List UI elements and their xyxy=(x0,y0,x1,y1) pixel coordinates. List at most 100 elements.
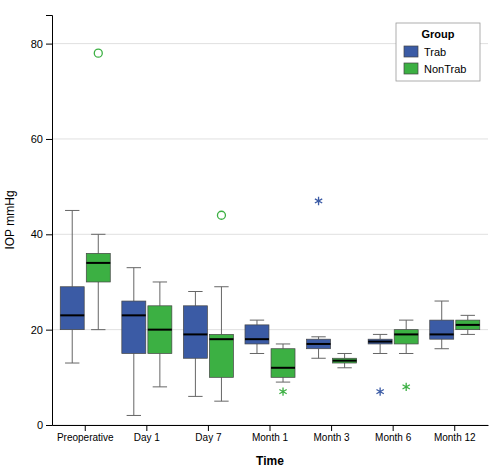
whisker-cap-high xyxy=(188,291,202,292)
marks xyxy=(60,49,480,415)
y-tick: 20 xyxy=(31,324,52,336)
whisker-cap-high xyxy=(311,336,325,337)
box-group xyxy=(60,210,84,363)
whisker-cap-low xyxy=(373,353,387,354)
outlier xyxy=(94,49,102,57)
whisker-cap-high xyxy=(276,343,290,344)
whisker-high xyxy=(441,301,442,320)
whisker-low xyxy=(195,358,196,396)
legend-label: NonTrab xyxy=(424,63,466,75)
whisker-cap-low xyxy=(214,401,228,402)
box-group xyxy=(245,320,269,353)
box-group xyxy=(394,320,418,391)
whisker-high xyxy=(133,268,134,301)
grid xyxy=(52,44,488,425)
whisker-low xyxy=(344,363,345,368)
x-tick-label: Month 3 xyxy=(314,432,351,443)
y-tick: 80 xyxy=(31,38,52,50)
median xyxy=(430,333,454,335)
whisker-low xyxy=(467,330,468,335)
box-group xyxy=(368,334,392,395)
median xyxy=(394,333,418,335)
y-tick-mark xyxy=(46,425,52,426)
whisker-cap-low xyxy=(250,353,264,354)
legend-label: Trab xyxy=(424,46,446,58)
series xyxy=(86,49,479,401)
whisker-cap-low xyxy=(311,358,325,359)
whisker-high xyxy=(195,292,196,306)
whisker-cap-high xyxy=(91,234,105,235)
median xyxy=(333,360,357,362)
y-tick-mark xyxy=(46,330,52,331)
whisker-cap-high xyxy=(153,281,167,282)
y-tick: 40 xyxy=(31,228,52,240)
grid-line xyxy=(52,234,488,235)
whisker-high xyxy=(406,320,407,330)
x-tick-mark xyxy=(85,425,86,431)
box-group xyxy=(456,315,480,334)
whisker-high xyxy=(221,287,222,335)
x-tick-label: Month 1 xyxy=(252,432,289,443)
x-tick: Day 1 xyxy=(134,425,161,443)
whisker-cap-low xyxy=(435,348,449,349)
whisker-cap-high xyxy=(435,301,449,302)
box xyxy=(333,358,357,363)
whisker-cap-high xyxy=(214,286,228,287)
legend-title: Group xyxy=(422,28,455,40)
box xyxy=(209,334,233,377)
y-tick-label: 40 xyxy=(31,228,43,240)
box-group xyxy=(271,344,295,396)
x-tick: Month 3 xyxy=(314,425,351,443)
x-tick-label: Day 1 xyxy=(134,432,161,443)
box xyxy=(60,287,84,330)
box xyxy=(456,320,480,330)
whisker-low xyxy=(283,377,284,382)
whisker-low xyxy=(98,282,99,330)
box xyxy=(148,306,172,354)
box xyxy=(430,320,454,339)
flier xyxy=(279,387,286,395)
y-axis-line xyxy=(46,16,53,426)
outlier xyxy=(217,211,225,219)
x-tick: Month 6 xyxy=(375,425,412,443)
whisker-cap-high xyxy=(65,210,79,211)
whisker-low xyxy=(256,344,257,354)
y-tick-label: 20 xyxy=(31,324,43,336)
legend: Group Trab NonTrab xyxy=(396,23,480,81)
median xyxy=(148,329,172,331)
x-tick-mark xyxy=(146,425,147,431)
y-tick-mark xyxy=(46,139,52,140)
median xyxy=(60,314,84,316)
box xyxy=(183,306,207,358)
median xyxy=(122,314,146,316)
box xyxy=(368,339,392,344)
box xyxy=(394,330,418,344)
x-tick-mark xyxy=(331,425,332,431)
whisker-low xyxy=(441,339,442,349)
y-tick: 60 xyxy=(31,133,52,145)
whisker-high xyxy=(98,234,99,253)
x-tick-mark xyxy=(208,425,209,431)
whisker-high xyxy=(256,320,257,325)
y-axis: 020406080 xyxy=(31,16,53,432)
box xyxy=(245,325,269,344)
whisker-cap-high xyxy=(127,267,141,268)
x-tick-mark xyxy=(454,425,455,431)
box xyxy=(307,339,331,349)
grid-line xyxy=(52,138,488,139)
x-tick-label: Month 12 xyxy=(434,432,476,443)
whisker-cap-high xyxy=(250,320,264,321)
box-group xyxy=(148,282,172,387)
median xyxy=(86,262,110,264)
whisker-cap-high xyxy=(461,315,475,316)
box-group xyxy=(183,292,207,397)
whisker-cap-low xyxy=(461,334,475,335)
whisker-cap-low xyxy=(276,382,290,383)
legend-swatch xyxy=(404,63,418,74)
box xyxy=(271,349,295,378)
median xyxy=(307,343,331,345)
median xyxy=(456,324,480,326)
whisker-cap-low xyxy=(399,353,413,354)
whisker-low xyxy=(406,344,407,354)
box-group xyxy=(430,301,454,349)
